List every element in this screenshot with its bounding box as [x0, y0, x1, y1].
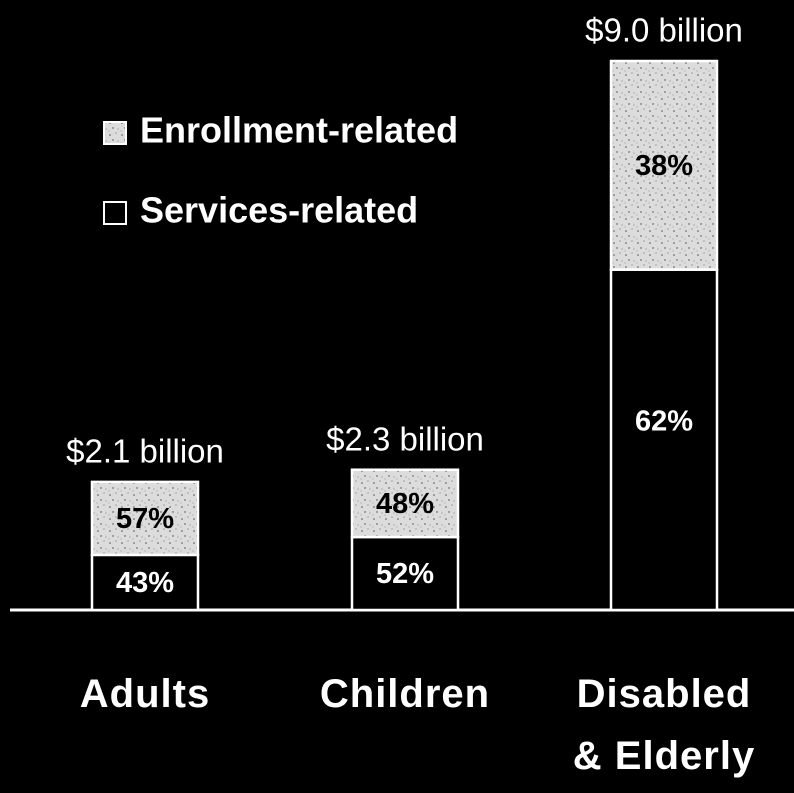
segment-label: 57%	[116, 503, 174, 535]
x-tick-label: Children	[319, 672, 491, 716]
segment-label: 48%	[376, 488, 434, 520]
segment-label: 38%	[635, 150, 693, 182]
total-label: $2.1 billion	[66, 433, 224, 470]
segment-label: 43%	[116, 567, 174, 599]
legend-label: Services-related	[140, 190, 418, 231]
legend-swatch	[103, 121, 127, 145]
bar-segment	[350, 468, 460, 539]
legend-label: Enrollment-related	[140, 110, 458, 151]
legend-swatch	[103, 201, 127, 225]
total-label: $9.0 billion	[585, 12, 743, 49]
bar-segment	[350, 535, 460, 612]
x-tick-label: Adults	[79, 672, 211, 716]
total-label: $2.3 billion	[326, 420, 484, 457]
x-tick-label: Disabled & Elderly	[572, 672, 756, 778]
segment-label: 62%	[635, 405, 693, 437]
bar-segment	[609, 59, 719, 271]
segment-label: 52%	[376, 558, 434, 590]
bar-segment	[90, 553, 200, 612]
bar-segment	[90, 480, 200, 557]
bar-segment	[609, 268, 719, 612]
